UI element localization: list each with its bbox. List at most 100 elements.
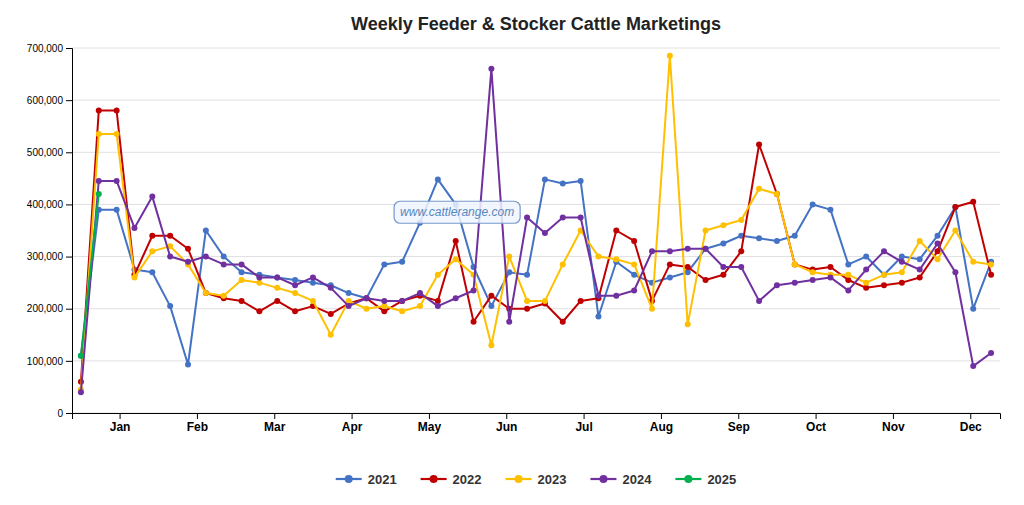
point bbox=[613, 228, 619, 234]
point bbox=[239, 261, 245, 267]
point bbox=[256, 280, 262, 286]
series-line bbox=[81, 56, 991, 390]
point bbox=[399, 308, 405, 314]
point bbox=[935, 248, 941, 254]
x-tick-mark bbox=[506, 413, 507, 419]
point bbox=[399, 259, 405, 265]
point bbox=[952, 269, 958, 275]
point bbox=[167, 233, 173, 239]
point bbox=[970, 259, 976, 265]
point bbox=[542, 230, 548, 236]
point bbox=[613, 256, 619, 262]
point bbox=[167, 303, 173, 309]
point bbox=[738, 248, 744, 254]
point bbox=[96, 178, 102, 184]
point bbox=[703, 228, 709, 234]
point bbox=[863, 285, 869, 291]
point bbox=[256, 274, 262, 280]
y-axis: 0100,000200,000300,000400,000500,000600,… bbox=[27, 43, 73, 419]
point bbox=[917, 256, 923, 262]
y-tick-label: 100,000 bbox=[27, 356, 64, 367]
point bbox=[810, 277, 816, 283]
point bbox=[114, 131, 120, 137]
point bbox=[792, 261, 798, 267]
point bbox=[810, 269, 816, 275]
x-tick-label: Mar bbox=[264, 420, 286, 434]
point bbox=[631, 261, 637, 267]
point bbox=[899, 254, 905, 260]
y-tick-mark bbox=[66, 204, 72, 205]
point bbox=[203, 254, 209, 260]
point bbox=[381, 308, 387, 314]
x-tick-label: Aug bbox=[650, 420, 673, 434]
point bbox=[328, 311, 334, 317]
point bbox=[114, 207, 120, 213]
x-tick-label: Dec bbox=[960, 420, 982, 434]
point bbox=[78, 353, 84, 359]
point bbox=[274, 285, 280, 291]
series-line bbox=[81, 69, 991, 392]
point bbox=[453, 256, 459, 262]
point bbox=[131, 225, 137, 231]
point bbox=[810, 201, 816, 207]
y-axis-line bbox=[66, 49, 73, 414]
legend-label: 2022 bbox=[453, 472, 482, 487]
point bbox=[96, 131, 102, 137]
point bbox=[78, 353, 84, 359]
point bbox=[685, 269, 691, 275]
legend-item: 2023 bbox=[506, 472, 567, 487]
series-markers bbox=[78, 176, 994, 367]
y-tick-label: 700,000 bbox=[27, 43, 64, 54]
point bbox=[346, 290, 352, 296]
grid-line bbox=[72, 100, 1000, 101]
point bbox=[988, 350, 994, 356]
y-tick: 300,000 bbox=[27, 251, 72, 262]
x-tick-mark bbox=[429, 413, 430, 419]
point bbox=[453, 238, 459, 244]
point bbox=[363, 295, 369, 301]
x-tick-mark bbox=[661, 413, 662, 419]
point bbox=[845, 261, 851, 267]
point bbox=[185, 362, 191, 368]
point bbox=[239, 269, 245, 275]
point bbox=[346, 303, 352, 309]
point bbox=[310, 274, 316, 280]
point bbox=[899, 280, 905, 286]
point bbox=[988, 261, 994, 267]
point bbox=[578, 214, 584, 220]
x-tick: Feb bbox=[187, 413, 208, 434]
point bbox=[203, 290, 209, 296]
point bbox=[720, 272, 726, 278]
y-tick-label: 500,000 bbox=[27, 147, 64, 158]
y-tick-label: 300,000 bbox=[27, 251, 64, 262]
grid-line bbox=[72, 204, 1000, 205]
point bbox=[560, 261, 566, 267]
point bbox=[524, 298, 530, 304]
point bbox=[471, 287, 477, 293]
point bbox=[792, 233, 798, 239]
point bbox=[471, 319, 477, 325]
point bbox=[578, 178, 584, 184]
point bbox=[328, 332, 334, 338]
annotation-text: www.cattlerange.com bbox=[400, 205, 514, 219]
point bbox=[221, 293, 227, 299]
point bbox=[881, 282, 887, 288]
point bbox=[149, 269, 155, 275]
x-tick-mark bbox=[970, 413, 971, 419]
x-tick-label: Nov bbox=[882, 420, 905, 434]
legend-item: 2021 bbox=[336, 472, 397, 487]
x-tick: Dec bbox=[960, 413, 982, 434]
point bbox=[488, 66, 494, 72]
x-tick-mark bbox=[352, 413, 353, 419]
point bbox=[381, 298, 387, 304]
point bbox=[667, 248, 673, 254]
legend-marker bbox=[515, 475, 523, 483]
x-tick: Jul bbox=[575, 413, 592, 434]
y-tick-label: 600,000 bbox=[27, 95, 64, 106]
point bbox=[756, 141, 762, 147]
y-tick-mark bbox=[66, 48, 72, 49]
point bbox=[185, 246, 191, 252]
point bbox=[703, 277, 709, 283]
point bbox=[952, 204, 958, 210]
y-tick-mark bbox=[66, 309, 72, 310]
